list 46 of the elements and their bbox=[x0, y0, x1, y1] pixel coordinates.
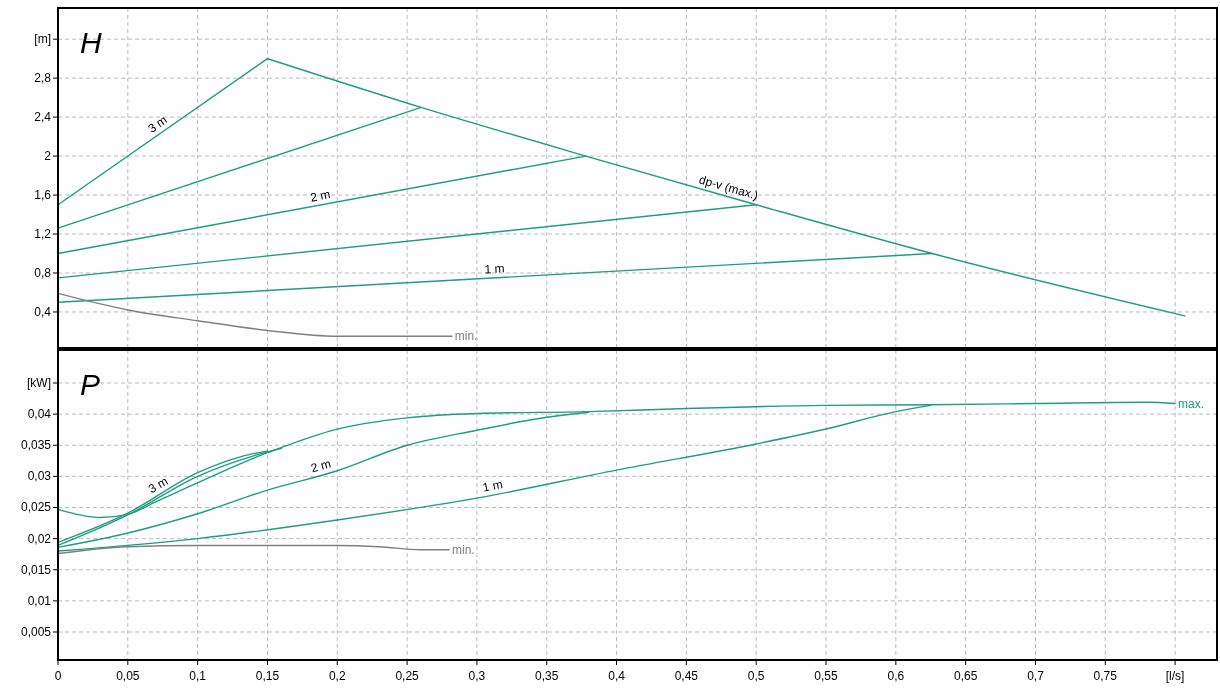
text: dp-v (max.) bbox=[697, 172, 760, 203]
y-tick-label: [kW] bbox=[27, 375, 51, 390]
x-tick-label: 0,3 bbox=[468, 669, 486, 683]
y-tick-label: 0,01 bbox=[27, 593, 52, 608]
x-tick-label: 0 bbox=[54, 669, 62, 683]
y-tick-label: 0,04 bbox=[27, 407, 52, 422]
x-tick-label: 0,6 bbox=[887, 669, 905, 683]
y-tick-label: 0,015 bbox=[20, 562, 52, 577]
y-tick-label: 0,005 bbox=[20, 624, 52, 639]
y-tick-label: 0,02 bbox=[27, 531, 52, 546]
series-label: max. bbox=[1178, 396, 1205, 411]
x-tick-label: 0,1 bbox=[189, 669, 207, 683]
x-tick-label: 0,35 bbox=[535, 669, 559, 683]
text: 1 m bbox=[481, 477, 504, 495]
series-label: 1 m bbox=[484, 261, 505, 277]
x-tick-label: 0,05 bbox=[116, 669, 140, 683]
x-tick-label: 0,55 bbox=[814, 669, 839, 683]
y-tick-label: 1,2 bbox=[34, 227, 52, 242]
x-tick-label: 0,75 bbox=[1093, 669, 1118, 683]
series-label: min. bbox=[451, 542, 475, 557]
text: P bbox=[80, 368, 101, 401]
x-tick-label: 0,65 bbox=[953, 669, 978, 683]
x-tick-label: 0,7 bbox=[1027, 669, 1045, 683]
series-label: min. bbox=[454, 329, 478, 344]
y-tick-label: 2,4 bbox=[34, 110, 52, 125]
y-tick-label: 2,8 bbox=[34, 71, 52, 86]
y-tick-label: 2 bbox=[44, 149, 52, 164]
y-tick-label: [m] bbox=[34, 32, 51, 47]
y-tick-label: 0,035 bbox=[20, 438, 52, 453]
x-tick-label: 0,2 bbox=[328, 669, 346, 683]
y-tick-label: 0,8 bbox=[34, 265, 52, 280]
y-tick-label: 0,03 bbox=[27, 469, 52, 484]
y-tick-label: 0,4 bbox=[34, 304, 52, 319]
text: 3 m bbox=[145, 112, 170, 136]
x-tick-label: 0,45 bbox=[674, 669, 699, 683]
x-tick-label: 0,15 bbox=[255, 669, 280, 683]
y-tick-label: 0,025 bbox=[20, 500, 52, 515]
text: H bbox=[80, 26, 102, 59]
x-tick-label: 0,25 bbox=[395, 669, 420, 683]
text: 2 m bbox=[309, 456, 333, 476]
x-tick-label: [l/s] bbox=[1165, 669, 1185, 683]
text: 2 m bbox=[309, 187, 332, 205]
y-tick-label: 1,6 bbox=[34, 188, 52, 203]
x-tick-label: 0,5 bbox=[747, 669, 765, 683]
x-tick-label: 0,4 bbox=[608, 669, 626, 683]
text: 3 m bbox=[146, 474, 171, 497]
